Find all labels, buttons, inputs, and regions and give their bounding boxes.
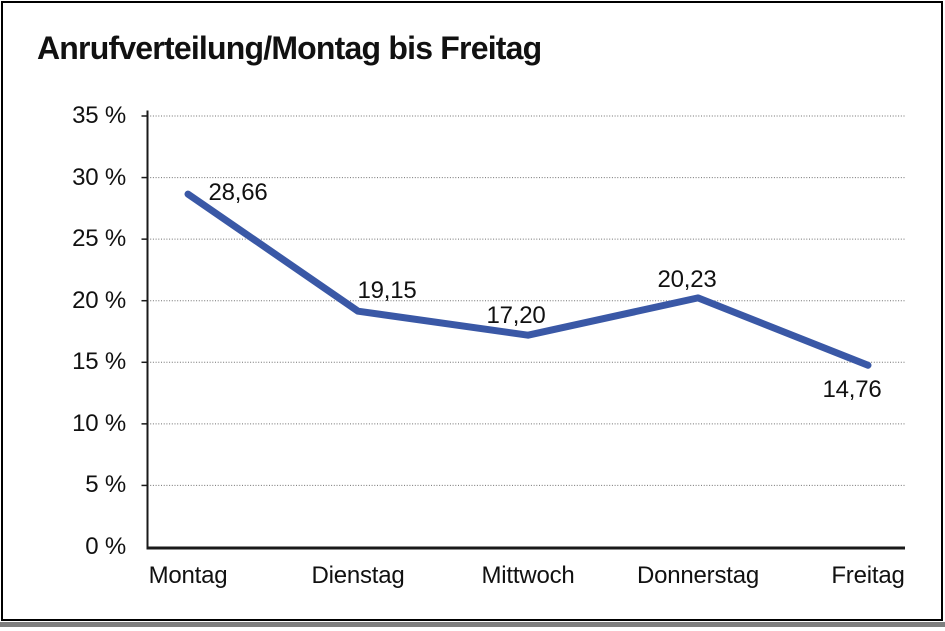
data-label: 20,23	[657, 265, 717, 293]
chart-title: Anrufverteilung/Montag bis Freitag	[37, 30, 542, 66]
data-label: 19,15	[357, 277, 417, 305]
y-axis-label: 35 %	[72, 102, 126, 129]
x-axis-label: Donnerstag	[636, 562, 760, 589]
bottom-gray-bar	[0, 622, 945, 627]
data-label: 14,76	[822, 376, 882, 404]
y-axis-label: 5 %	[85, 471, 126, 499]
y-axis-label: 20 %	[72, 286, 126, 314]
y-axis-label: 30 %	[72, 163, 126, 191]
data-label: 28,66	[208, 179, 268, 207]
x-axis-label: Montag	[148, 562, 228, 589]
y-axis-label: 15 %	[72, 348, 126, 376]
data-label: 17,20	[486, 302, 546, 330]
x-axis-label: Mittwoch	[481, 562, 575, 589]
x-axis-label: Dienstag	[311, 562, 405, 589]
line-series	[184, 190, 872, 369]
y-axis-label: 25 %	[72, 225, 126, 253]
x-axis-label: Freitag	[831, 562, 905, 589]
y-axis-label: 0 %	[85, 533, 126, 560]
y-axis-label: 10 %	[72, 409, 126, 437]
